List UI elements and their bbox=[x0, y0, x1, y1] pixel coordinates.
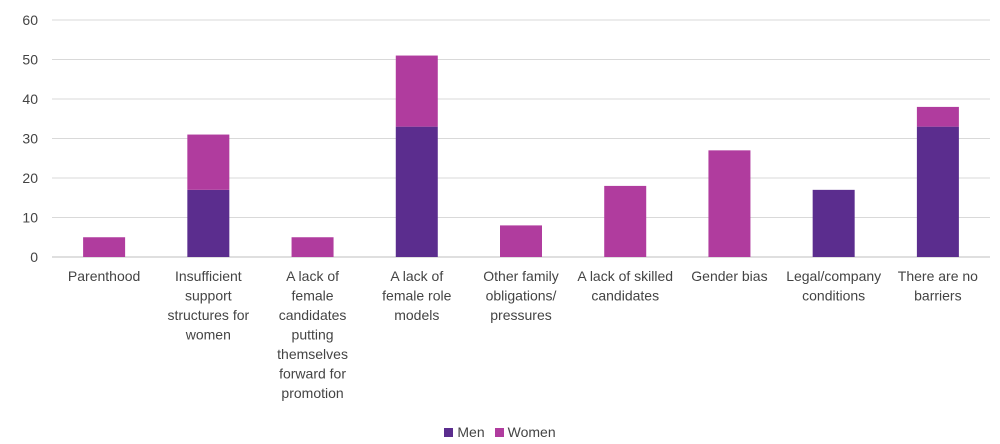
x-tick-label: Insufficient support structures for women bbox=[167, 268, 249, 343]
legend-item-women: Women bbox=[494, 424, 556, 440]
y-tick-label: 40 bbox=[22, 91, 38, 107]
x-tick-label: Other family obligations/pressures bbox=[483, 268, 558, 323]
x-tick-label: Legal/company conditions bbox=[786, 268, 881, 304]
x-tick-label: Gender bias bbox=[691, 268, 767, 284]
bar-men bbox=[916, 126, 959, 258]
legend-item-men: Men bbox=[444, 424, 485, 440]
legend-swatch-men bbox=[444, 427, 454, 437]
y-tick-label: 30 bbox=[22, 131, 38, 147]
y-tick-label: 10 bbox=[22, 210, 38, 226]
legend: Men Women bbox=[0, 424, 1000, 440]
x-tick-label: A lack of female role models bbox=[382, 268, 451, 323]
legend-swatch-women bbox=[494, 427, 504, 437]
bar-men bbox=[395, 126, 438, 258]
bar-women bbox=[187, 134, 230, 190]
bar-men bbox=[812, 189, 855, 257]
bar-women bbox=[916, 106, 959, 127]
bar-women bbox=[395, 55, 438, 127]
y-tick-label: 50 bbox=[22, 52, 38, 68]
y-axis-ticks: 0 10 20 30 40 50 60 bbox=[22, 12, 38, 265]
legend-label-men: Men bbox=[457, 424, 485, 440]
legend-label-women: Women bbox=[507, 424, 556, 440]
x-tick-label: A lack of skilled candidates bbox=[577, 268, 673, 304]
y-tick-label: 60 bbox=[22, 12, 38, 28]
bar-men bbox=[187, 189, 230, 257]
bars bbox=[83, 55, 959, 258]
bar-women bbox=[291, 237, 334, 257]
x-tick-label: There are no barriers bbox=[898, 268, 978, 304]
x-tick-label: A lack of female candidates putting themselv… bbox=[277, 268, 348, 401]
bar-women bbox=[83, 237, 126, 257]
bar-women bbox=[604, 185, 647, 257]
bar-women bbox=[500, 225, 542, 257]
x-axis-labels: Parenthood Insufficient support structures … bbox=[68, 268, 978, 401]
y-tick-label: 0 bbox=[30, 249, 38, 265]
y-tick-label: 20 bbox=[22, 170, 38, 186]
x-tick-label: Parenthood bbox=[68, 268, 140, 284]
bar-women bbox=[708, 150, 751, 257]
